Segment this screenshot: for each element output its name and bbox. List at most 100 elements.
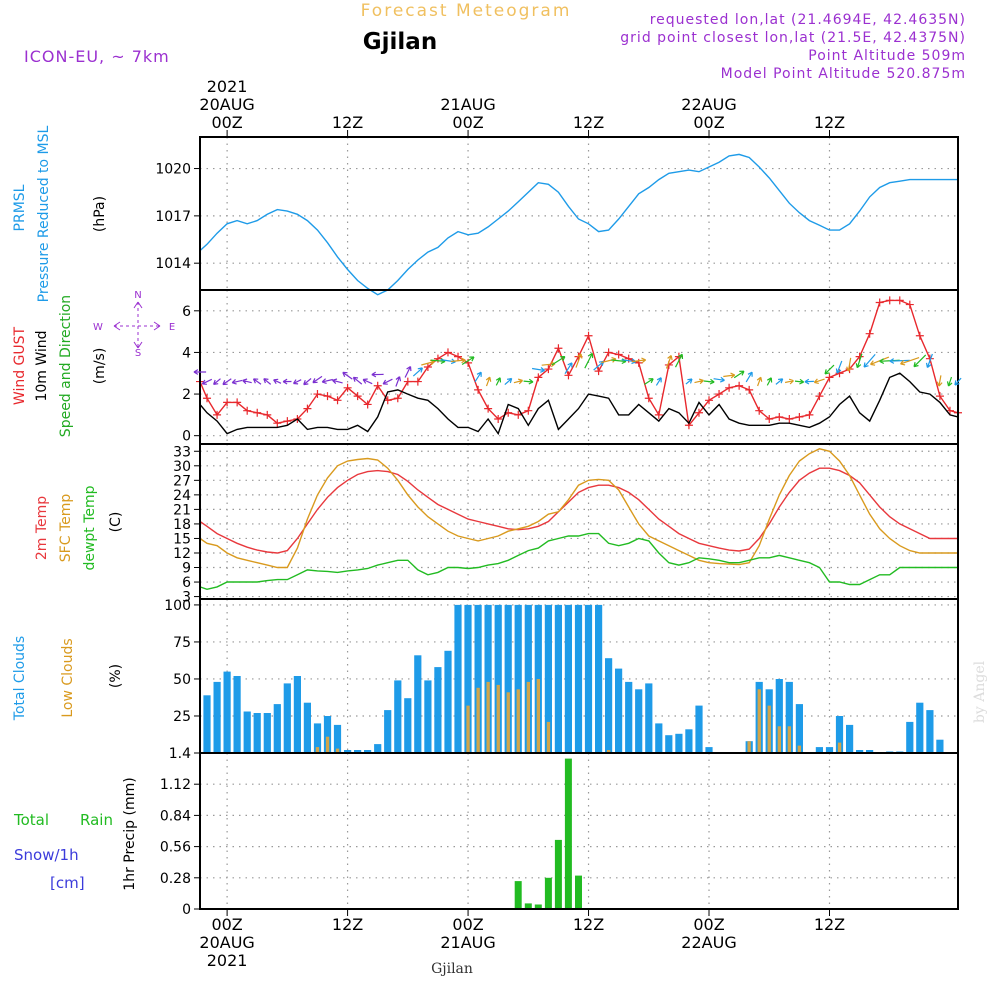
wind-arrow bbox=[655, 377, 662, 386]
bar-total-clouds bbox=[454, 604, 462, 753]
header: Forecast Meteogram Gjilan ICON-EU, ~ 7km… bbox=[24, 1, 966, 82]
gust-marker bbox=[393, 394, 402, 403]
gust-marker bbox=[213, 410, 222, 419]
gust-marker bbox=[474, 385, 483, 394]
wind-arrow bbox=[342, 371, 353, 380]
time-label-bottom: 00Z bbox=[452, 915, 483, 934]
wind-arrow bbox=[382, 378, 393, 385]
bar-low-clouds bbox=[466, 705, 470, 753]
series-sfc-temp bbox=[199, 448, 958, 569]
compass-n: N bbox=[134, 290, 141, 301]
y-tick-label: 12 bbox=[173, 546, 191, 562]
time-label-top: 12Z bbox=[573, 113, 604, 132]
gust-marker bbox=[534, 373, 543, 382]
y-tick-label: 18 bbox=[173, 517, 191, 533]
wind-arrow bbox=[766, 377, 773, 386]
gust-marker bbox=[263, 410, 272, 419]
wind-arrow bbox=[213, 378, 221, 385]
label-snow: Snow/1h bbox=[14, 846, 79, 864]
wind-arrow bbox=[846, 357, 852, 372]
wind-arrow bbox=[631, 357, 647, 364]
model-altitude: Model Point Altitude 520.875m bbox=[721, 66, 966, 82]
wind-arrow bbox=[643, 378, 654, 386]
gust-marker bbox=[915, 331, 924, 340]
gust-marker bbox=[725, 383, 734, 392]
bar-low-clouds bbox=[777, 726, 781, 753]
wind-arrow bbox=[889, 358, 910, 364]
gust-marker bbox=[333, 396, 342, 405]
bar-total-clouds bbox=[645, 683, 653, 753]
wind-arrow bbox=[303, 378, 312, 386]
gust-marker bbox=[584, 331, 593, 340]
wind-arrow bbox=[252, 378, 262, 385]
label-total-clouds: Total Clouds bbox=[12, 636, 28, 721]
time-label-top: 20AUG bbox=[199, 95, 254, 114]
gust-marker bbox=[313, 390, 322, 399]
time-label-bottom: 12Z bbox=[814, 915, 845, 934]
gust-marker bbox=[524, 406, 533, 415]
time-label-top: 00Z bbox=[211, 113, 242, 132]
series-pressure bbox=[199, 153, 958, 296]
bar-total-clouds bbox=[494, 604, 502, 753]
bar-low-clouds bbox=[797, 745, 801, 753]
gust-marker bbox=[644, 394, 653, 403]
label-ms: (m/s) bbox=[92, 348, 108, 385]
y-tick-label: 0.84 bbox=[160, 808, 191, 824]
gust-marker bbox=[363, 400, 372, 409]
wind-arrow bbox=[312, 375, 323, 384]
y-tick-label: 1014 bbox=[155, 256, 191, 272]
bar-low-clouds bbox=[607, 750, 611, 753]
y-tick-label: 1020 bbox=[155, 162, 191, 178]
time-label-bottom: 00Z bbox=[211, 915, 242, 934]
bar-total-clouds bbox=[424, 680, 432, 753]
wind-arrow bbox=[495, 377, 502, 386]
bar-total-clouds bbox=[333, 724, 342, 753]
bar-total-clouds bbox=[655, 723, 663, 753]
bar-total-clouds bbox=[675, 733, 683, 754]
bar-total-clouds bbox=[846, 724, 854, 753]
bar-total-clouds bbox=[856, 750, 864, 753]
bar-total-clouds bbox=[233, 676, 241, 753]
point-altitude: Point Altitude 509m bbox=[808, 48, 966, 64]
gust-marker bbox=[223, 398, 232, 407]
y-tick-label: 9 bbox=[182, 561, 191, 577]
bar-low-clouds bbox=[486, 681, 490, 753]
y-tick-label: 0 bbox=[182, 902, 191, 918]
wind-arrow bbox=[421, 359, 435, 366]
compass-e: E bbox=[169, 322, 175, 333]
bar-low-clouds bbox=[747, 741, 751, 753]
series-wind-gust bbox=[199, 299, 959, 427]
wind-arrow bbox=[474, 371, 482, 383]
bar-total-clouds bbox=[625, 681, 633, 753]
panel-frame bbox=[199, 289, 959, 445]
y-tick-label: 33 bbox=[173, 444, 191, 460]
bar-total-clouds bbox=[926, 710, 934, 753]
time-label-bottom: 21AUG bbox=[440, 933, 495, 952]
bar-total-clouds bbox=[253, 713, 261, 753]
wind-arrow bbox=[694, 378, 704, 385]
label-wind-gust: Wind GUST bbox=[12, 326, 28, 405]
wind-arrow bbox=[551, 356, 566, 366]
y-tick-label: 24 bbox=[173, 488, 191, 504]
bar-total-clouds bbox=[514, 604, 522, 753]
wind-arrow bbox=[745, 371, 753, 383]
wind-arrow bbox=[201, 378, 213, 385]
time-label-bottom: 12Z bbox=[573, 915, 604, 934]
wind-arrow bbox=[713, 376, 725, 383]
location-title: Gjilan bbox=[363, 29, 437, 55]
bar-low-clouds bbox=[757, 689, 761, 753]
bar-total-clouds bbox=[374, 744, 382, 753]
bar-total-clouds bbox=[815, 747, 823, 753]
panel-pressure: 1014 1017 1020 bbox=[155, 136, 959, 296]
bar-rain bbox=[524, 903, 532, 909]
gust-marker bbox=[795, 412, 804, 421]
time-label-bottom: 00Z bbox=[693, 915, 724, 934]
time-label-bottom: 20AUG bbox=[199, 933, 254, 952]
wind-arrow bbox=[900, 357, 920, 366]
panel-clouds: 25 50 75 100 bbox=[164, 598, 959, 754]
wind-arrow bbox=[685, 378, 693, 385]
y-tick-label: 1017 bbox=[155, 209, 191, 225]
label-speed-direction: Speed and Direction bbox=[58, 295, 74, 437]
gust-marker bbox=[785, 415, 794, 424]
panel-frame bbox=[199, 136, 959, 291]
